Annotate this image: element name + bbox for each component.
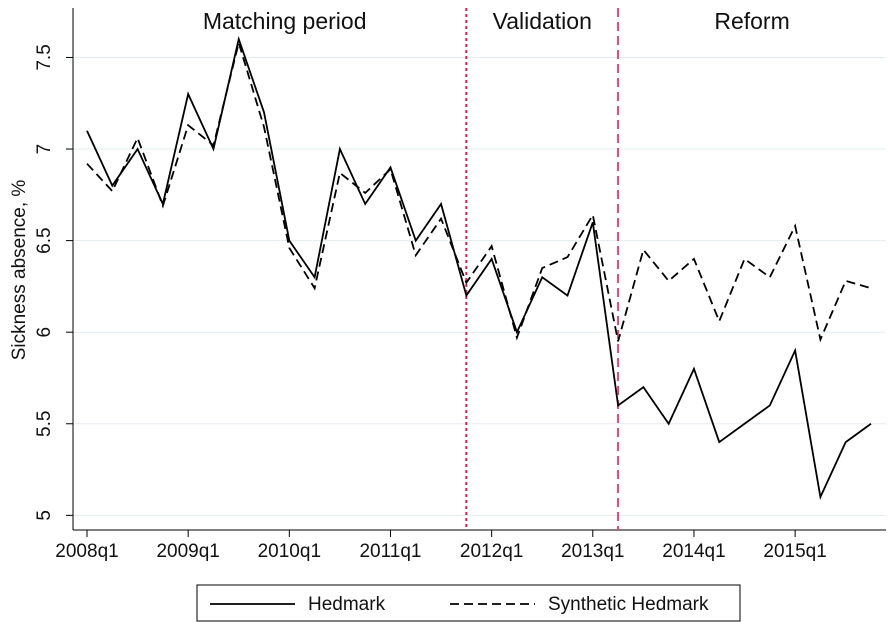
- x-tick-label: 2009q1: [156, 541, 219, 562]
- x-tick-label: 2010q1: [258, 541, 321, 562]
- period-label: Validation: [493, 8, 592, 34]
- series-line: [86, 35, 872, 501]
- y-axis-label: Sickness absence, %: [9, 180, 30, 361]
- legend-label: Hedmark: [308, 594, 386, 615]
- legend-box: [196, 584, 741, 622]
- y-tick-label: 5.5: [34, 411, 55, 437]
- y-tick-label: 6: [34, 327, 55, 338]
- period-label: Reform: [714, 8, 789, 34]
- x-tick-label: 2011q1: [359, 541, 421, 562]
- x-tick-label: 2008q1: [55, 541, 118, 562]
- y-tick-label: 7.5: [34, 44, 55, 70]
- y-tick-label: 5: [34, 510, 55, 521]
- series-line: [86, 39, 872, 343]
- x-tick-label: 2012q1: [460, 541, 523, 562]
- x-tick-label: 2014q1: [662, 541, 725, 562]
- y-tick-label: 6.5: [34, 227, 55, 253]
- y-tick-label: 7: [34, 144, 55, 155]
- x-tick-label: 2013q1: [561, 541, 624, 562]
- period-label: Matching period: [203, 8, 367, 34]
- legend-label: Synthetic Hedmark: [548, 594, 709, 615]
- x-tick-label: 2015q1: [763, 541, 826, 562]
